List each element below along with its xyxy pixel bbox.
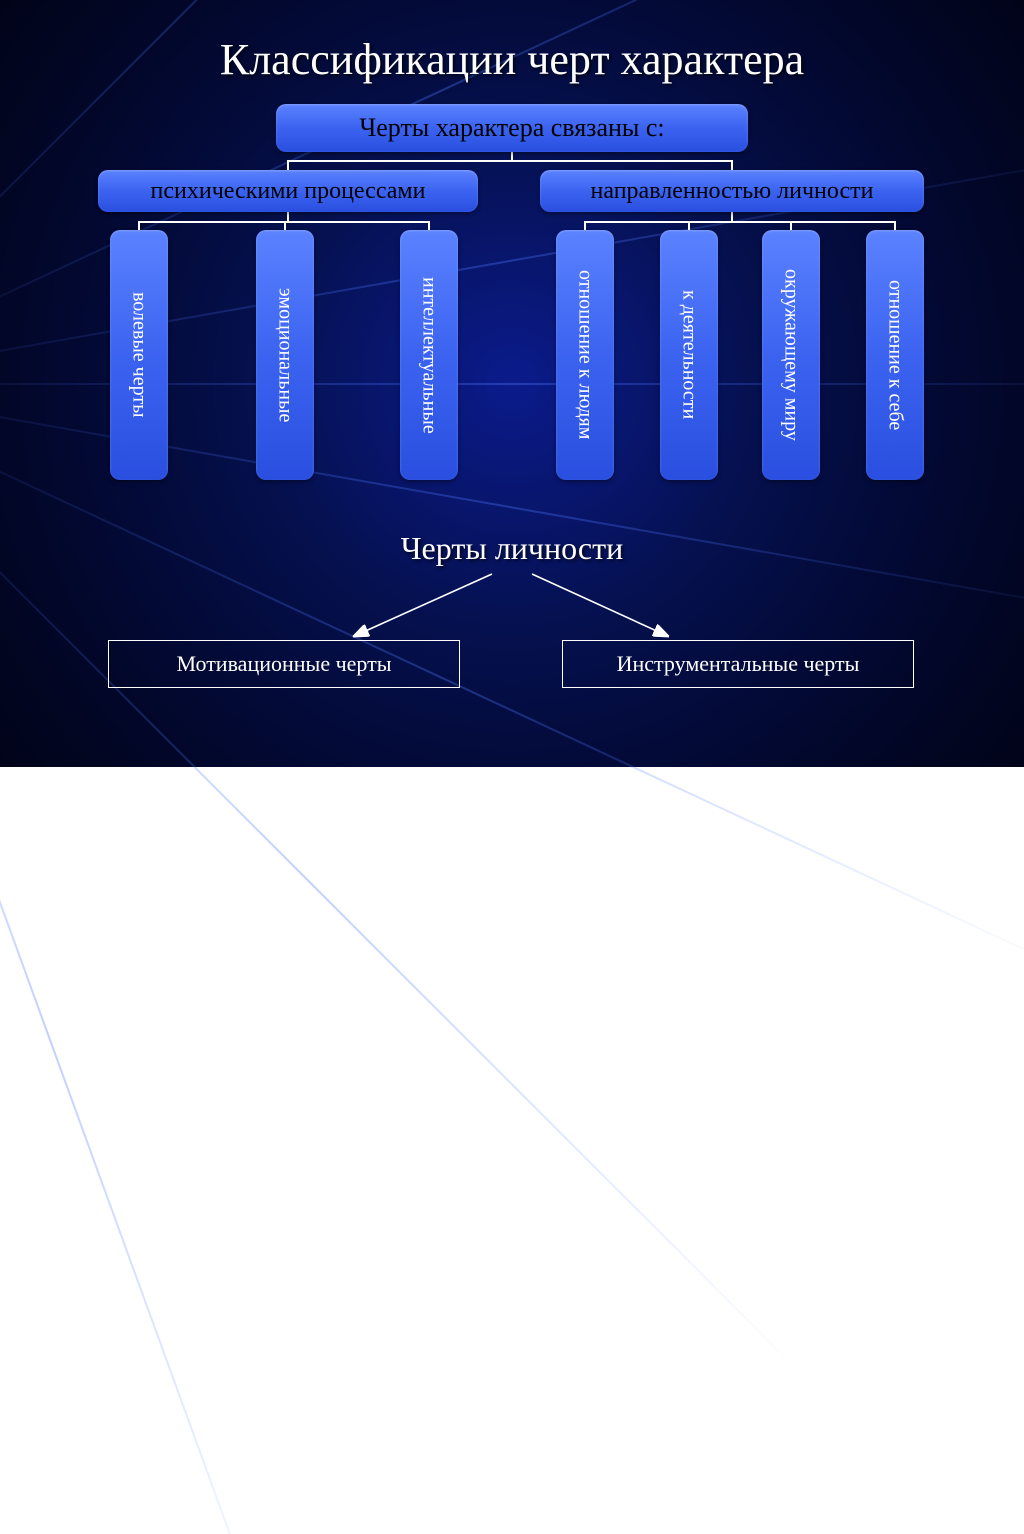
bottom-box-left: Мотивационные черты xyxy=(108,640,460,688)
bottom-box-right-label: Инструментальные черты xyxy=(617,651,860,677)
bottom-box-right: Инструментальные черты xyxy=(562,640,914,688)
slide-content: Классификации черт характера Черты харак… xyxy=(0,0,1024,767)
bottom-box-left-label: Мотивационные черты xyxy=(176,651,391,677)
